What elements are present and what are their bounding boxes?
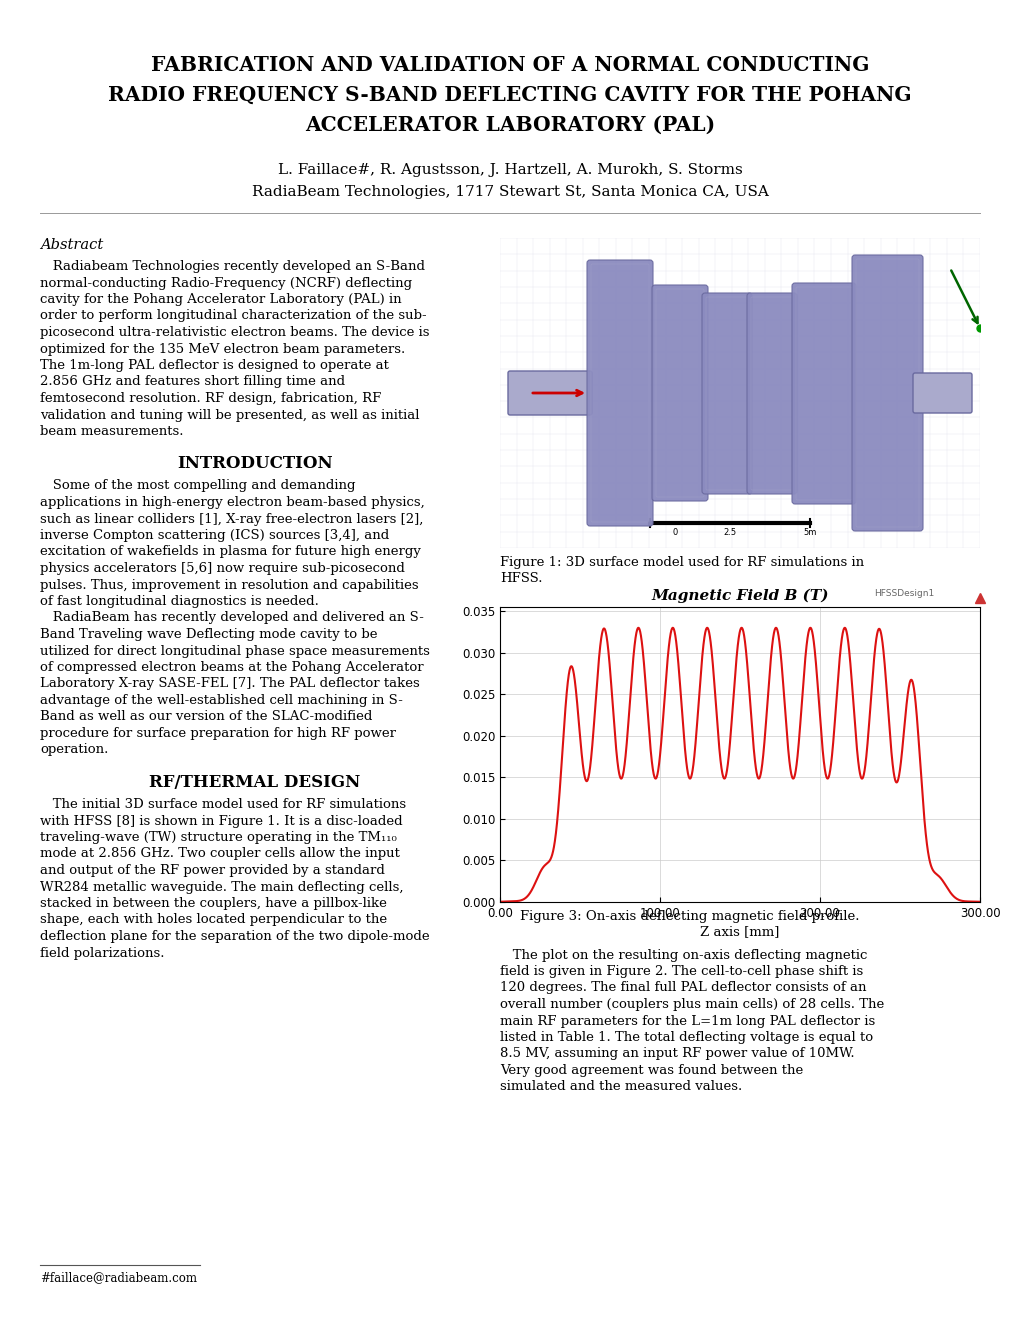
Text: Abstract: Abstract xyxy=(40,238,103,252)
Text: such as linear colliders [1], X-ray free-electron lasers [2],: such as linear colliders [1], X-ray free… xyxy=(40,512,423,525)
Text: order to perform longitudinal characterization of the sub-: order to perform longitudinal characteri… xyxy=(40,309,426,322)
Text: advantage of the well-established cell machining in S-: advantage of the well-established cell m… xyxy=(40,694,403,708)
Text: physics accelerators [5,6] now require sub-picosecond: physics accelerators [5,6] now require s… xyxy=(40,562,405,576)
Text: stacked in between the couplers, have a pillbox-like: stacked in between the couplers, have a … xyxy=(40,898,386,909)
Text: The initial 3D surface model used for RF simulations: The initial 3D surface model used for RF… xyxy=(40,799,406,810)
Text: inverse Compton scattering (ICS) sources [3,4], and: inverse Compton scattering (ICS) sources… xyxy=(40,529,389,543)
Text: validation and tuning will be presented, as well as initial: validation and tuning will be presented,… xyxy=(40,408,419,421)
Text: excitation of wakefields in plasma for future high energy: excitation of wakefields in plasma for f… xyxy=(40,545,421,558)
Text: RadiaBeam has recently developed and delivered an S-: RadiaBeam has recently developed and del… xyxy=(40,611,424,624)
Text: utilized for direct longitudinal phase space measurements: utilized for direct longitudinal phase s… xyxy=(40,644,429,657)
Text: overall number (couplers plus main cells) of 28 cells. The: overall number (couplers plus main cells… xyxy=(499,998,883,1011)
Text: 5m: 5m xyxy=(803,528,816,537)
Text: Laboratory X-ray SASE-FEL [7]. The PAL deflector takes: Laboratory X-ray SASE-FEL [7]. The PAL d… xyxy=(40,677,420,690)
Text: picosecond ultra-relativistic electron beams. The device is: picosecond ultra-relativistic electron b… xyxy=(40,326,429,339)
Text: Some of the most compelling and demanding: Some of the most compelling and demandin… xyxy=(40,479,356,492)
Text: #faillace@radiabeam.com: #faillace@radiabeam.com xyxy=(40,1271,197,1284)
Text: field polarizations.: field polarizations. xyxy=(40,946,164,960)
Text: 2.856 GHz and features short filling time and: 2.856 GHz and features short filling tim… xyxy=(40,375,344,388)
Text: ACCELERATOR LABORATORY (PAL): ACCELERATOR LABORATORY (PAL) xyxy=(305,115,714,135)
Text: operation.: operation. xyxy=(40,743,108,756)
Text: 8.5 MV, assuming an input RF power value of 10MW.: 8.5 MV, assuming an input RF power value… xyxy=(499,1048,854,1060)
FancyBboxPatch shape xyxy=(912,374,971,413)
Text: Figure 1: 3D surface model used for RF simulations in: Figure 1: 3D surface model used for RF s… xyxy=(499,556,863,569)
Text: deflection plane for the separation of the two dipole-mode: deflection plane for the separation of t… xyxy=(40,931,429,942)
Text: Band as well as our version of the SLAC-modified: Band as well as our version of the SLAC-… xyxy=(40,710,372,723)
Text: cavity for the Pohang Accelerator Laboratory (PAL) in: cavity for the Pohang Accelerator Labora… xyxy=(40,293,401,306)
Text: shape, each with holes located perpendicular to the: shape, each with holes located perpendic… xyxy=(40,913,387,927)
FancyBboxPatch shape xyxy=(851,255,922,531)
Text: L. Faillace#, R. Agustsson, J. Hartzell, A. Murokh, S. Storms: L. Faillace#, R. Agustsson, J. Hartzell,… xyxy=(277,162,742,177)
Text: of compressed electron beams at the Pohang Accelerator: of compressed electron beams at the Poha… xyxy=(40,661,423,675)
Text: procedure for surface preparation for high RF power: procedure for surface preparation for hi… xyxy=(40,727,395,741)
Text: FABRICATION AND VALIDATION OF A NORMAL CONDUCTING: FABRICATION AND VALIDATION OF A NORMAL C… xyxy=(151,55,868,75)
FancyBboxPatch shape xyxy=(791,282,855,504)
Text: RF/THERMAL DESIGN: RF/THERMAL DESIGN xyxy=(149,774,361,791)
Text: Radiabeam Technologies recently developed an S-Band: Radiabeam Technologies recently develope… xyxy=(40,260,425,273)
X-axis label: Z axis [mm]: Z axis [mm] xyxy=(700,925,779,939)
FancyBboxPatch shape xyxy=(507,371,591,414)
Text: mode at 2.856 GHz. Two coupler cells allow the input: mode at 2.856 GHz. Two coupler cells all… xyxy=(40,847,399,861)
Text: femtosecond resolution. RF design, fabrication, RF: femtosecond resolution. RF design, fabri… xyxy=(40,392,381,405)
Text: listed in Table 1. The total deflecting voltage is equal to: listed in Table 1. The total deflecting … xyxy=(499,1031,872,1044)
Text: The plot on the resulting on-axis deflecting magnetic: The plot on the resulting on-axis deflec… xyxy=(499,949,866,961)
Text: normal-conducting Radio-Frequency (NCRF) deflecting: normal-conducting Radio-Frequency (NCRF)… xyxy=(40,276,412,289)
Text: of fast longitudinal diagnostics is needed.: of fast longitudinal diagnostics is need… xyxy=(40,595,319,609)
Text: pulses. Thus, improvement in resolution and capabilities: pulses. Thus, improvement in resolution … xyxy=(40,578,418,591)
Text: Figure 3: On-axis deflecting magnetic field profile.: Figure 3: On-axis deflecting magnetic fi… xyxy=(520,909,859,923)
Text: with HFSS [8] is shown in Figure 1. It is a disc-loaded: with HFSS [8] is shown in Figure 1. It i… xyxy=(40,814,403,828)
Text: The 1m-long PAL deflector is designed to operate at: The 1m-long PAL deflector is designed to… xyxy=(40,359,388,372)
Text: and output of the RF power provided by a standard: and output of the RF power provided by a… xyxy=(40,865,384,876)
Text: beam measurements.: beam measurements. xyxy=(40,425,183,438)
Text: 2.5: 2.5 xyxy=(722,528,736,537)
FancyBboxPatch shape xyxy=(701,293,751,494)
Text: HFSSDesign1: HFSSDesign1 xyxy=(873,589,933,598)
Text: INTRODUCTION: INTRODUCTION xyxy=(177,455,332,473)
Text: Very good agreement was found between the: Very good agreement was found between th… xyxy=(499,1064,803,1077)
FancyBboxPatch shape xyxy=(746,293,796,494)
Text: RadiaBeam Technologies, 1717 Stewart St, Santa Monica CA, USA: RadiaBeam Technologies, 1717 Stewart St,… xyxy=(252,185,767,199)
Text: main RF parameters for the L=1m long PAL deflector is: main RF parameters for the L=1m long PAL… xyxy=(499,1015,874,1027)
FancyBboxPatch shape xyxy=(651,285,707,502)
Text: 120 degrees. The final full PAL deflector consists of an: 120 degrees. The final full PAL deflecto… xyxy=(499,982,866,994)
Text: optimized for the 135 MeV electron beam parameters.: optimized for the 135 MeV electron beam … xyxy=(40,342,405,355)
Title: Magnetic Field B (T): Magnetic Field B (T) xyxy=(650,589,828,603)
Text: applications in high-energy electron beam-based physics,: applications in high-energy electron bea… xyxy=(40,496,424,510)
FancyBboxPatch shape xyxy=(586,260,652,525)
Text: HFSS.: HFSS. xyxy=(499,573,542,586)
Text: Band Traveling wave Deflecting mode cavity to be: Band Traveling wave Deflecting mode cavi… xyxy=(40,628,377,642)
Text: WR284 metallic waveguide. The main deflecting cells,: WR284 metallic waveguide. The main defle… xyxy=(40,880,404,894)
Text: 0: 0 xyxy=(672,528,677,537)
Text: traveling-wave (TW) structure operating in the TM₁₁₀: traveling-wave (TW) structure operating … xyxy=(40,832,396,843)
Text: RADIO FREQUENCY S-BAND DEFLECTING CAVITY FOR THE POHANG: RADIO FREQUENCY S-BAND DEFLECTING CAVITY… xyxy=(108,84,911,106)
Text: simulated and the measured values.: simulated and the measured values. xyxy=(499,1081,742,1093)
Text: field is given in Figure 2. The cell-to-cell phase shift is: field is given in Figure 2. The cell-to-… xyxy=(499,965,862,978)
